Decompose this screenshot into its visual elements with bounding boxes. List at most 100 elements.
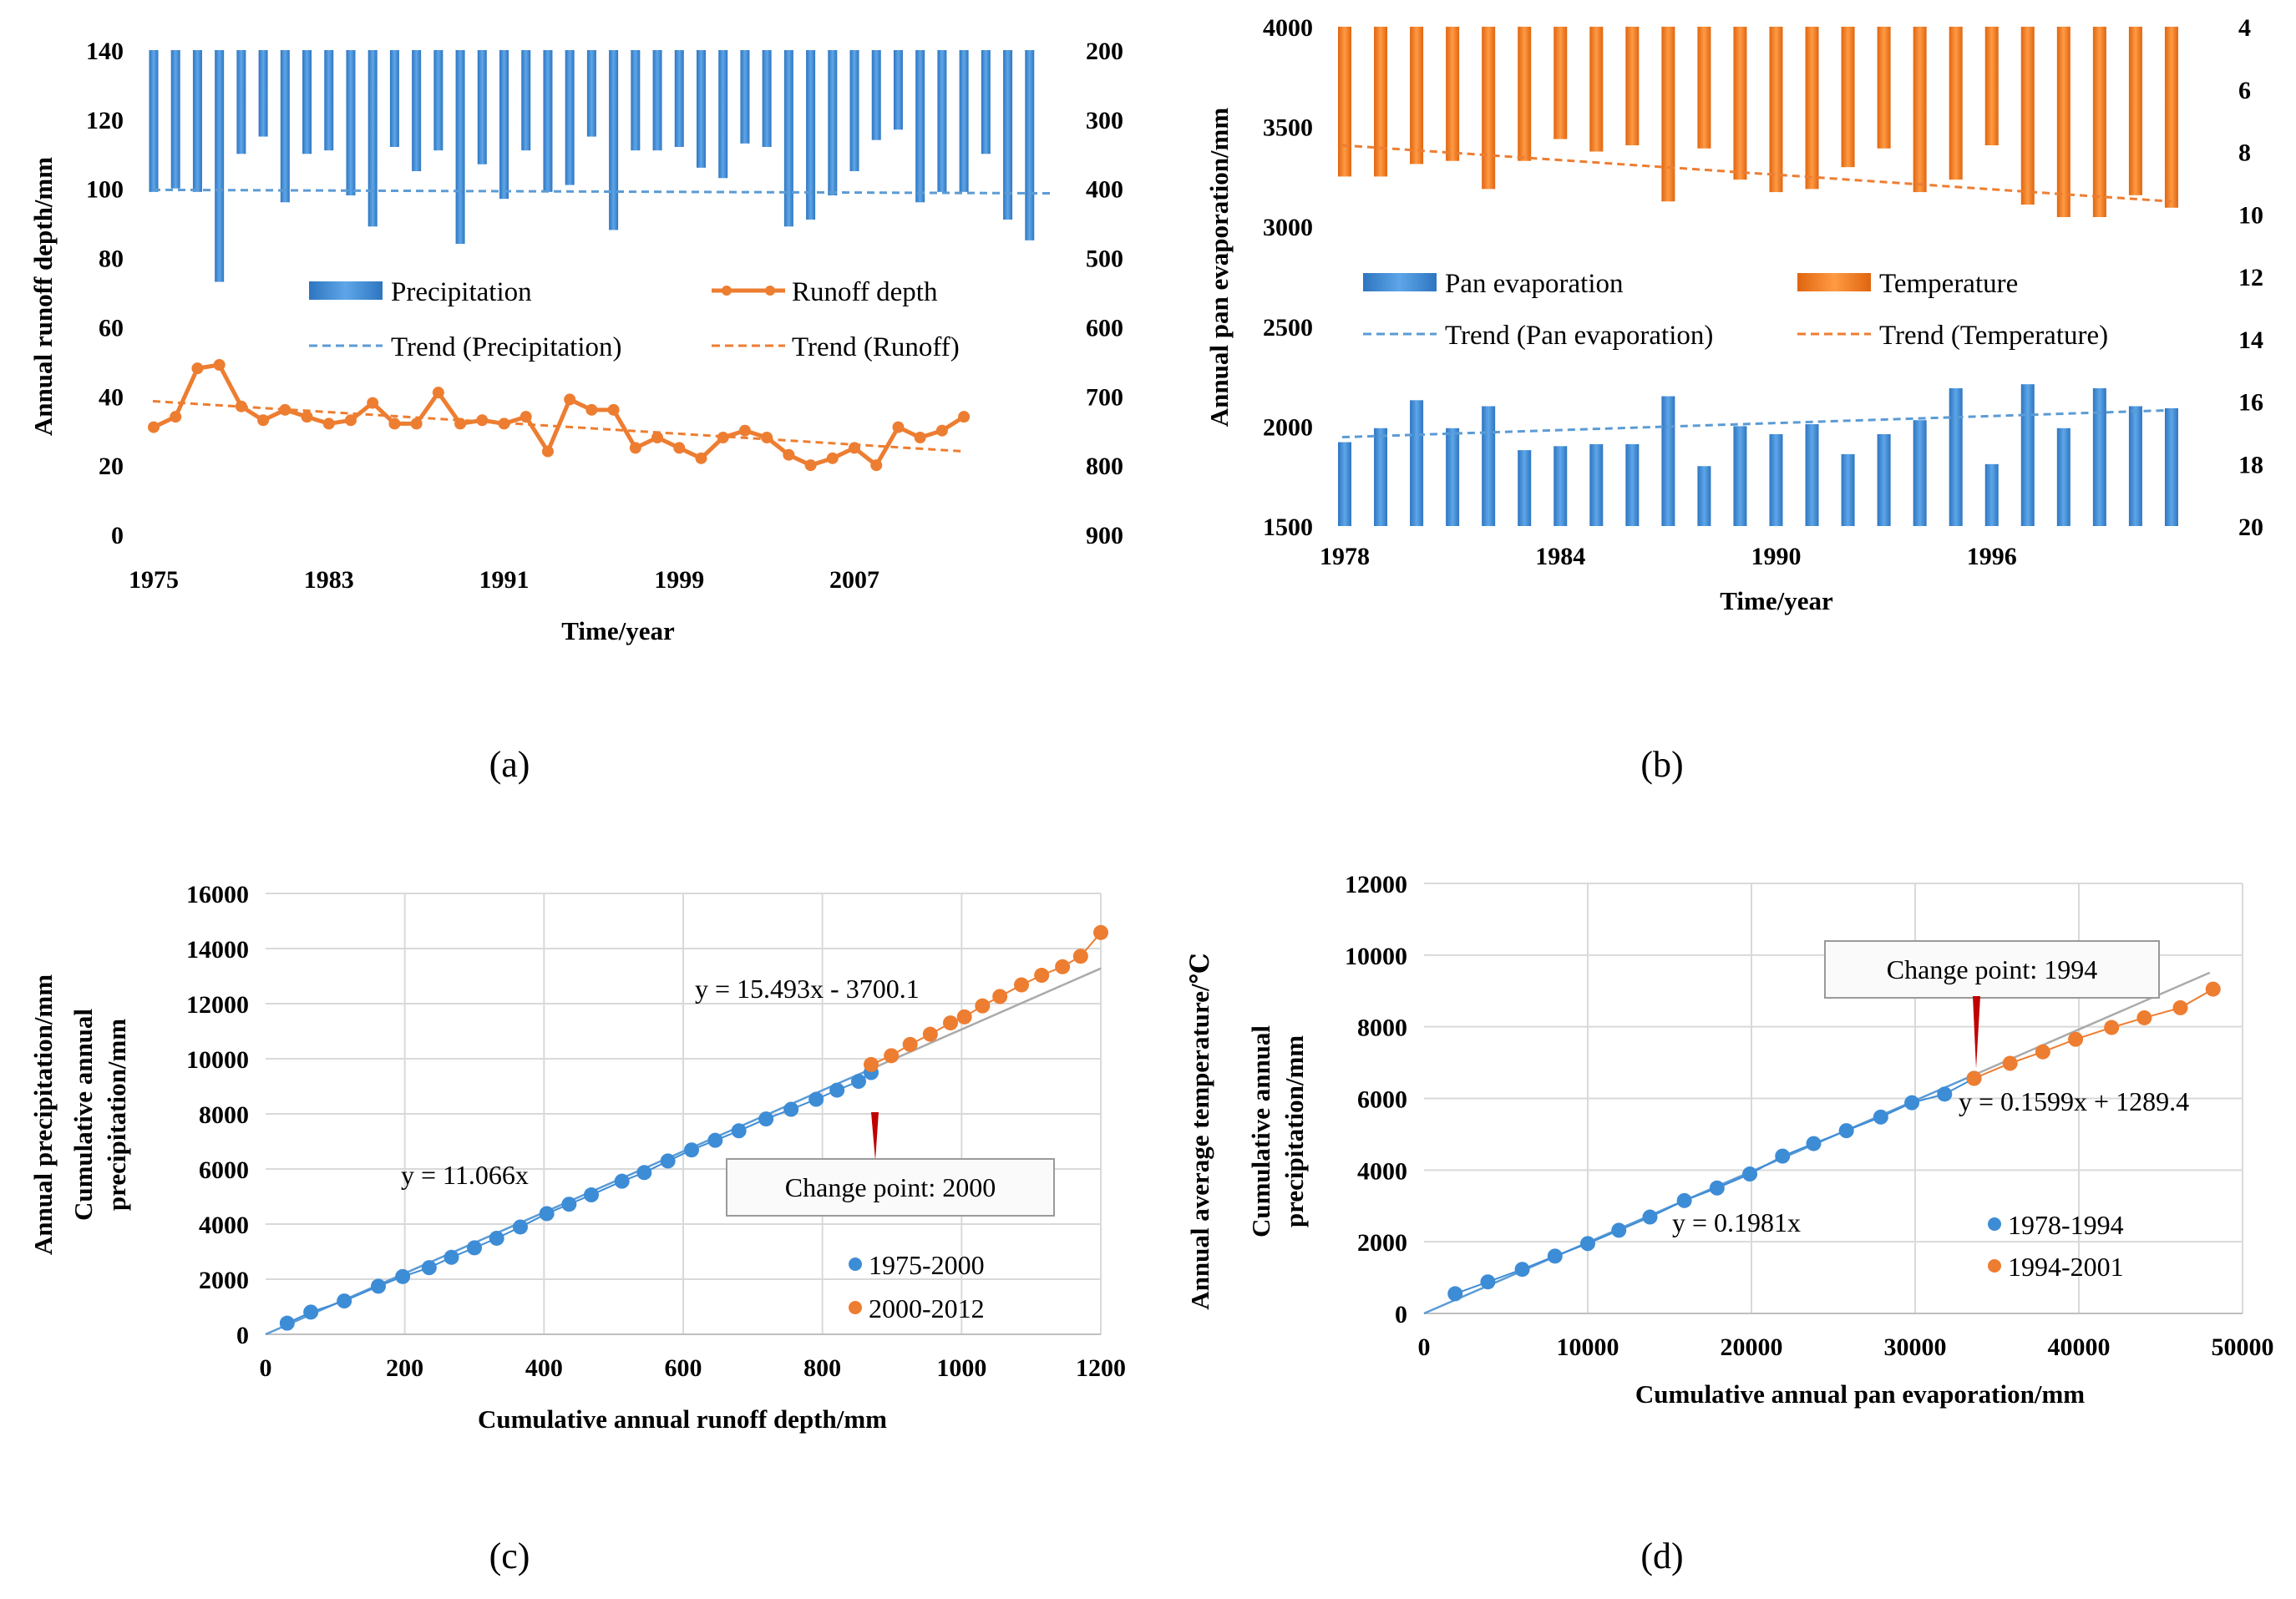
a-y-tick: 80 [99, 245, 124, 273]
a-x-tick: 1983 [304, 566, 354, 594]
d-point [1904, 1095, 1920, 1111]
b-temp-bar [1410, 27, 1424, 164]
a-precip-bar [258, 50, 268, 137]
a-y2-tick: 800 [1086, 453, 1123, 480]
a-runoff-point [651, 432, 664, 443]
c-point [1093, 924, 1108, 940]
b-y-tick: 2000 [1263, 413, 1313, 441]
c-point [731, 1123, 747, 1139]
b-pan-bar [1733, 426, 1747, 526]
c-point [758, 1111, 774, 1127]
c-xlabel: Cumulative annual runoff depth/mm [478, 1404, 887, 1434]
d-y-tick: 4000 [1357, 1157, 1407, 1185]
d-equation-1: y = 0.1981x [1672, 1207, 1801, 1237]
c-point [1034, 968, 1050, 984]
d-x-tick: 50000 [2212, 1333, 2274, 1361]
b-y-tick: 3500 [1263, 114, 1313, 142]
b-x-tick: 1978 [1320, 543, 1370, 570]
chart-d: 0 10000 20000 30000 40000 50000 0 2000 4000 6000 8… [1185, 871, 2274, 1576]
a-runoff-point [761, 432, 773, 443]
a-precip-bar [389, 50, 399, 147]
a-runoff-point [235, 400, 247, 412]
a-runoff-point [454, 417, 467, 430]
a-precip-bar [477, 50, 487, 164]
c-point [513, 1219, 528, 1235]
d-xlabel: Cumulative annual pan evaporation/mm [1635, 1379, 2085, 1409]
d-point [2136, 1009, 2152, 1025]
c-y-tick: 4000 [199, 1212, 249, 1239]
b-pan-bar [1589, 443, 1604, 526]
a-runoff-point [585, 403, 598, 416]
a-ticks: 0 20 40 60 80 100 120 140 200 300 400 500 600 700 800 9… [86, 38, 1123, 594]
a-precip-bar [652, 50, 662, 151]
d-point [1873, 1109, 1888, 1125]
d-equation-2: y = 0.1599x + 1289.4 [1959, 1086, 2189, 1116]
b-legend-pan: Pan evaporation [1445, 269, 1624, 299]
b-temp-bar [1877, 27, 1891, 149]
b-legend: Pan evaporation Temperature Trend (Pan e… [1363, 269, 2108, 351]
chart-c: 0 200 400 600 800 1000 12000200040006000800010… [28, 881, 1126, 1576]
a-precip-bar [718, 50, 728, 179]
c-y-tick: 2000 [199, 1267, 249, 1294]
b-temp-bar [1625, 27, 1640, 146]
d-y-tick: 12000 [1345, 871, 1407, 898]
d-point [1611, 1222, 1627, 1238]
c-legend-marker-1 [849, 1257, 862, 1271]
c-point [660, 1153, 676, 1169]
c-point [783, 1101, 799, 1117]
b-pan-bar [2164, 407, 2178, 526]
c-change-box [726, 1158, 1055, 1217]
a-runoff-point [826, 452, 839, 464]
c-point [467, 1240, 482, 1256]
c-ylabel-3: precipitation/mm [102, 1019, 131, 1211]
d-legend-1: 1978-1994 [2008, 1210, 2124, 1240]
a-ylabel: Annual runoff depth/mm [28, 157, 58, 436]
c-points [279, 924, 1108, 1331]
b-temp-bar [1913, 27, 1927, 193]
b-pan-bar [2092, 387, 2106, 526]
b-ylabel: Annual pan evaporation/mm [1204, 108, 1234, 428]
d-legend-2: 1994-2001 [2008, 1252, 2124, 1282]
d-change-box [1824, 940, 2160, 999]
a-precip-bar [674, 50, 684, 147]
b-temp-bar [1482, 27, 1496, 190]
a-runoff-point [279, 403, 291, 416]
c-change-pointer [871, 1112, 879, 1161]
c-equation-2: y = 15.493x - 3700.1 [695, 974, 920, 1004]
a-precip-bar [828, 50, 838, 195]
a-runoff-line [152, 362, 966, 468]
c-point [421, 1260, 437, 1276]
a-precip-bar [806, 50, 816, 220]
c-x-tick: 1000 [936, 1354, 986, 1382]
c-point [443, 1249, 459, 1265]
a-precip-bar [740, 50, 750, 144]
c-point [884, 1048, 900, 1064]
d-ylabel-2: Cumulative annual [1246, 1025, 1275, 1237]
b-temp-bar [1841, 27, 1855, 168]
d-x-tick: 20000 [1721, 1333, 1783, 1361]
b-legend-temp-swatch [1797, 273, 1871, 291]
a-runoff-point [322, 417, 335, 430]
a-runoff-point [432, 387, 444, 399]
a-precip-bar [455, 50, 465, 244]
b-temp-bar [1949, 27, 1963, 180]
b-pan-bar [1769, 433, 1783, 526]
a-runoff-point [191, 362, 204, 375]
a-runoff-point [148, 421, 160, 433]
b-pan-bar [2056, 428, 2070, 526]
d-y-tick: 8000 [1357, 1015, 1407, 1042]
c-y-tick: 12000 [186, 991, 249, 1019]
a-precip-bar [192, 50, 202, 192]
a-runoff-point [958, 411, 971, 423]
c-y-tick: 0 [236, 1322, 249, 1349]
a-xlabel: Time/year [561, 616, 675, 645]
b-pan-bar [1625, 443, 1640, 526]
a-legend-precip: Precipitation [391, 277, 532, 307]
c-point [614, 1173, 630, 1189]
a-runoff-point [564, 393, 576, 406]
b-temp-bar [1984, 27, 1999, 146]
b-pan-bar [1949, 387, 1963, 526]
a-x-tick: 1991 [479, 566, 530, 594]
chart-b: 1500 2000 2500 3000 3500 4000 4 6 8 10 12 14 16 18 20 1… [1204, 14, 2263, 785]
